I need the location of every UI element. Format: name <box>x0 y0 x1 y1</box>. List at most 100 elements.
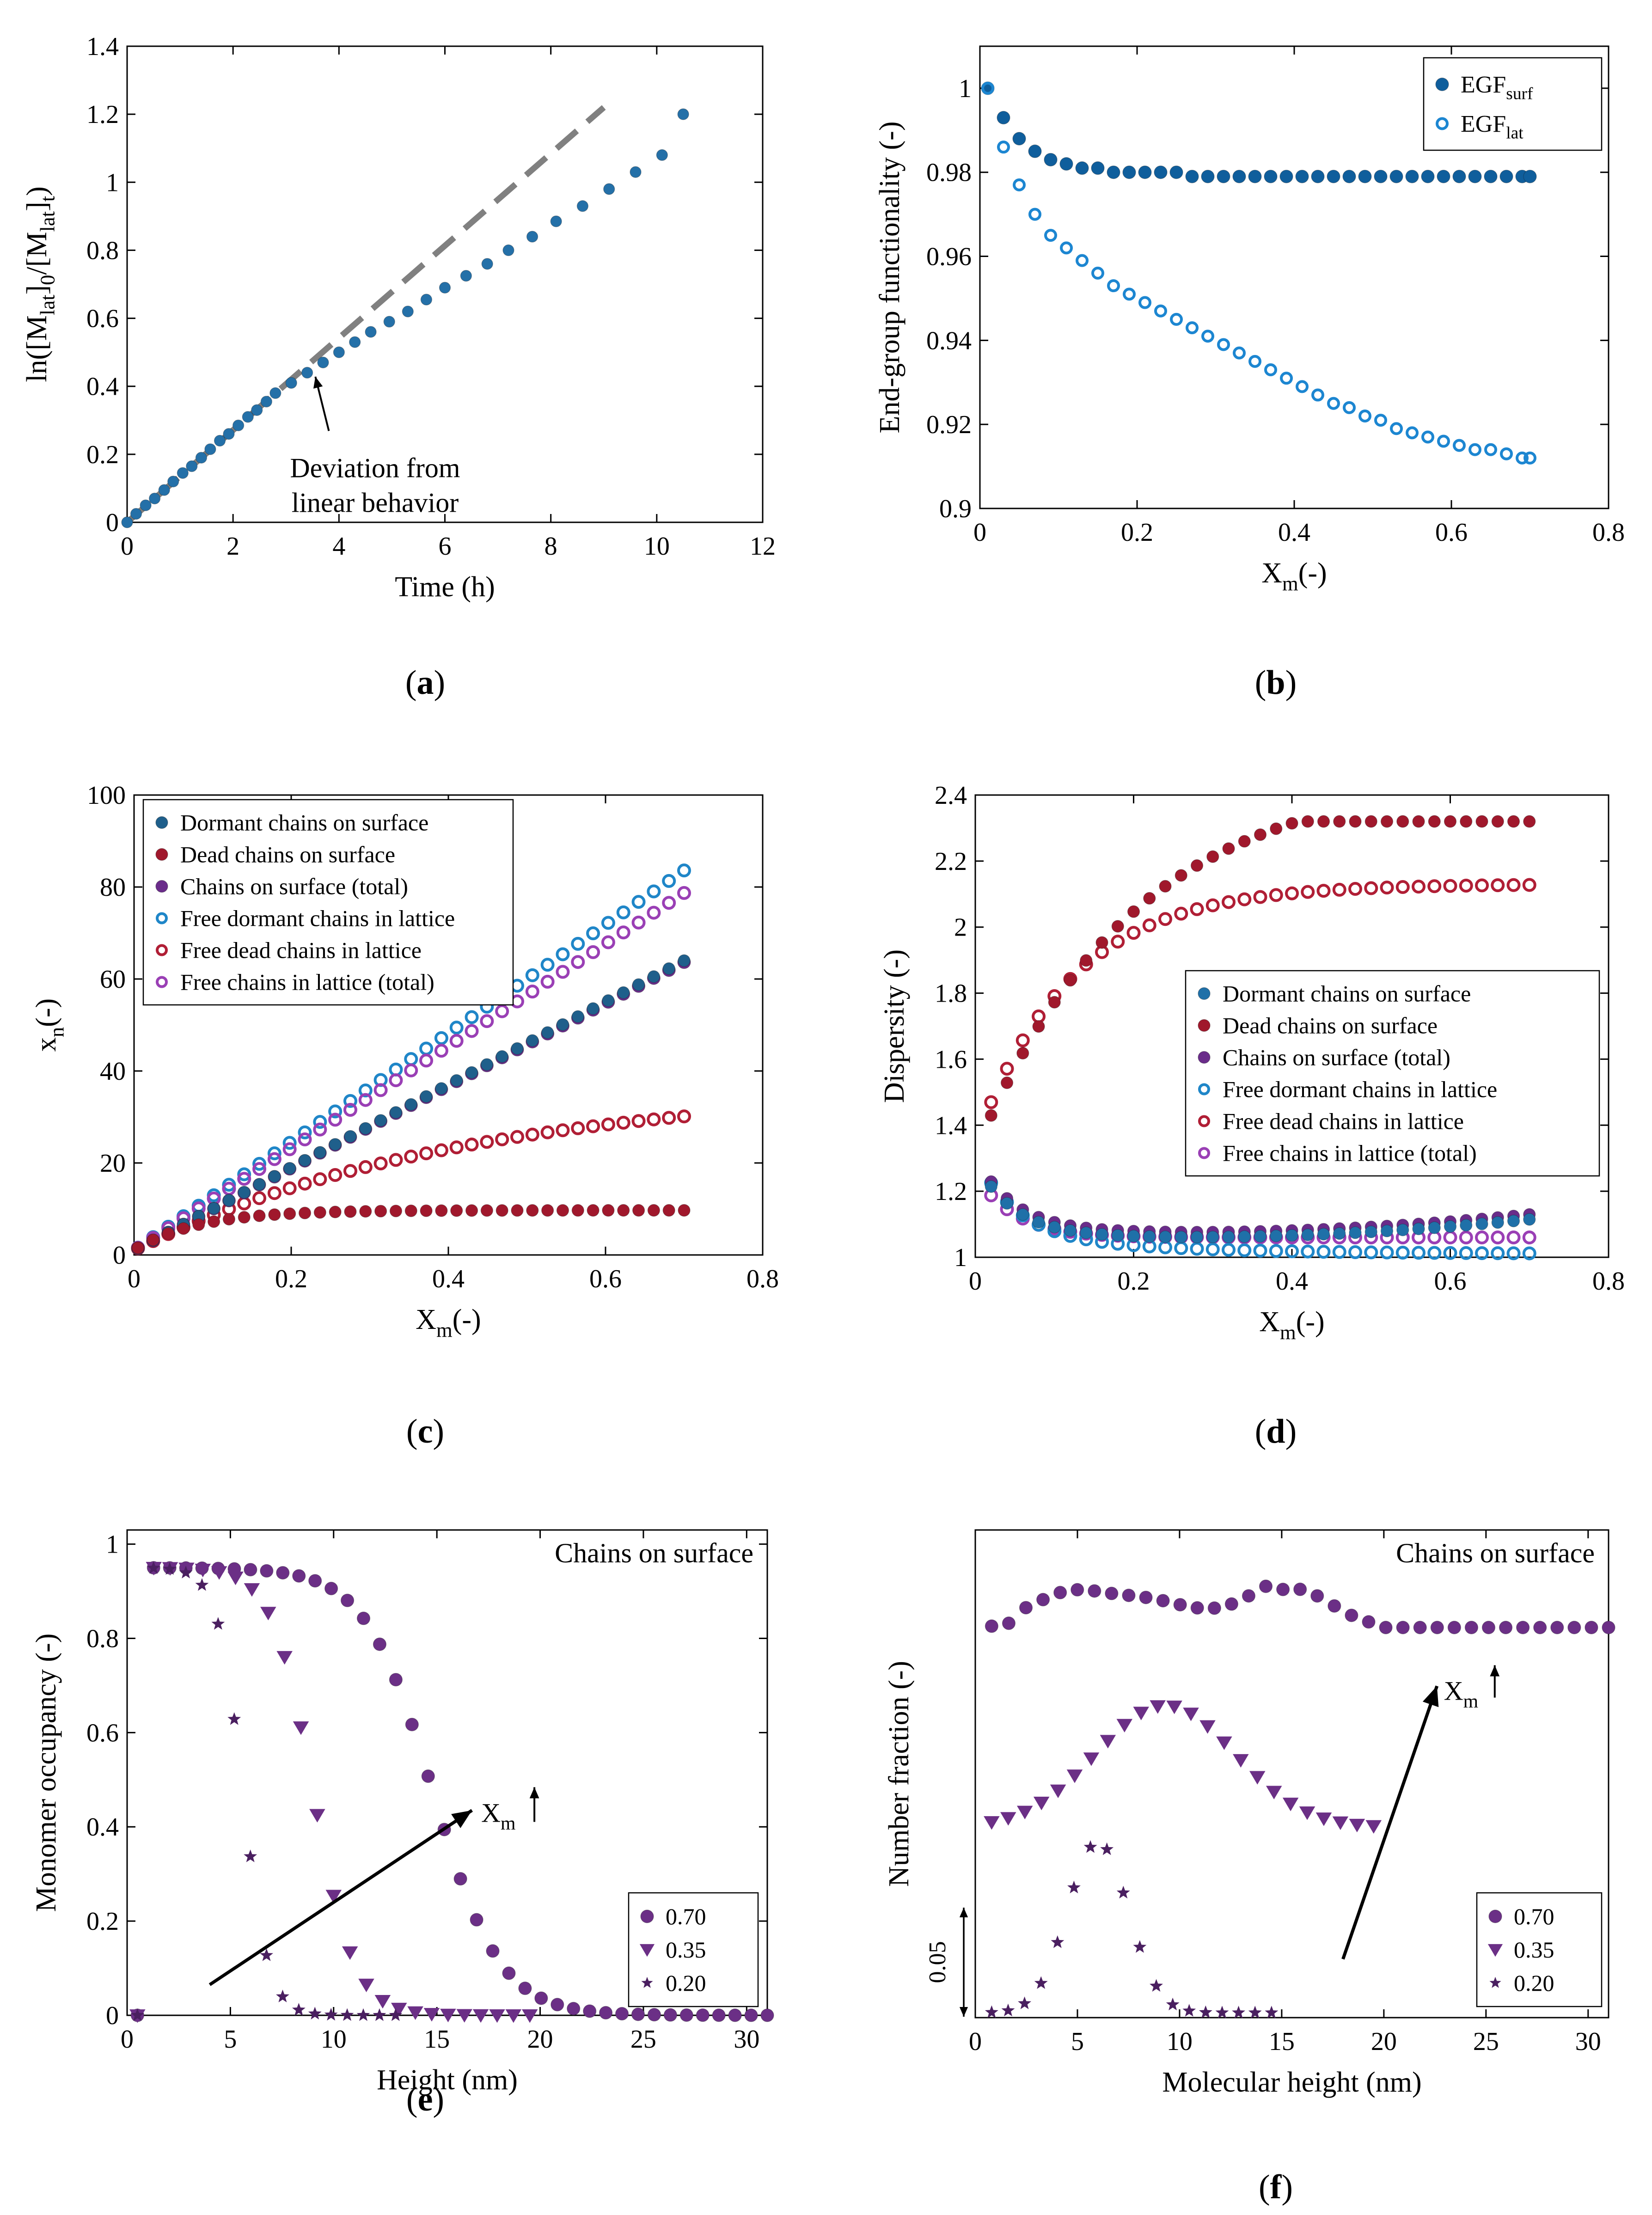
data-point <box>631 895 646 909</box>
data-point <box>1349 1818 1365 1833</box>
data-point <box>1365 1820 1382 1834</box>
data-point <box>121 516 133 528</box>
data-point <box>298 1132 312 1146</box>
data-point <box>1550 1621 1564 1634</box>
data-point <box>981 81 994 95</box>
data-point <box>419 1041 434 1056</box>
chart-a: 0 2 4 6 8 10 12 0 0.2 0.4 0.6 0.8 1 1.2 1.4 Time (h) ln(… <box>21 32 776 603</box>
data-point <box>130 508 142 520</box>
data-point <box>282 1136 297 1150</box>
data-point <box>404 1204 417 1218</box>
data-point <box>1491 1216 1504 1229</box>
x-tick-label: 0 <box>969 2027 982 2056</box>
data-point <box>1111 920 1124 933</box>
data-point <box>1301 815 1314 828</box>
data-point <box>1166 1701 1182 1714</box>
data-point <box>1215 2006 1229 2019</box>
data-point <box>324 1582 338 1596</box>
data-point <box>253 1209 266 1222</box>
data-point <box>140 499 152 511</box>
data-point <box>1044 153 1058 167</box>
legend-marker <box>1435 77 1449 92</box>
data-point <box>1507 1214 1520 1228</box>
data-point <box>571 936 585 951</box>
legend-entry: Free dead chains in lattice <box>180 937 422 963</box>
data-point <box>358 1083 373 1098</box>
data-point <box>1028 208 1041 221</box>
data-point <box>285 377 297 389</box>
data-point <box>343 1164 357 1178</box>
data-point <box>434 1044 448 1058</box>
data-point <box>1316 884 1331 898</box>
data-point <box>227 1712 241 1725</box>
data-point <box>1285 1244 1299 1258</box>
data-point <box>677 1109 691 1124</box>
data-point <box>328 1104 343 1119</box>
data-point <box>616 1115 630 1130</box>
data-point <box>1083 1840 1097 1853</box>
data-point <box>744 2008 758 2022</box>
data-point <box>1019 1601 1033 1615</box>
y-tick-label: 0.2 <box>86 441 119 469</box>
legend-marker <box>1198 987 1211 1000</box>
panel-label-f: (f) <box>1259 2168 1293 2206</box>
data-point <box>1444 1220 1457 1233</box>
xm-arrow <box>208 1809 473 1986</box>
data-point <box>985 1180 997 1193</box>
data-point <box>260 1607 276 1621</box>
data-point <box>1459 1230 1473 1245</box>
data-point <box>525 968 539 982</box>
data-point <box>1285 1229 1298 1242</box>
x-tick-label: 0.2 <box>1121 518 1153 547</box>
x-tick-label: 10 <box>321 2025 347 2054</box>
data-point <box>1443 879 1457 893</box>
x-tick-label: 10 <box>1167 2027 1193 2056</box>
legend-entry: Chains on surface (total) <box>1223 1045 1450 1071</box>
data-point <box>1348 1245 1362 1259</box>
data-point <box>222 1194 236 1207</box>
y-tick-label: 0.4 <box>86 373 119 401</box>
data-point <box>267 1152 281 1166</box>
panel-title: Chains on surface <box>1396 1538 1595 1568</box>
y-axis-label: End-group functionality (-) <box>874 122 906 434</box>
x-tick-label: 0 <box>973 518 986 547</box>
series-0-35 <box>984 1700 1382 1834</box>
data-point <box>1475 815 1488 828</box>
data-point <box>1343 401 1356 414</box>
data-point <box>308 1574 322 1588</box>
data-point <box>1358 170 1372 184</box>
data-point <box>1126 926 1141 940</box>
data-point <box>1585 1621 1598 1634</box>
data-point <box>656 149 668 161</box>
data-point <box>356 1611 371 1625</box>
data-point <box>359 1122 372 1135</box>
data-point <box>130 2008 144 2021</box>
data-point <box>1523 815 1536 828</box>
data-point <box>1150 1979 1163 1992</box>
data-point <box>1349 815 1362 828</box>
legend-marker <box>1198 1051 1211 1064</box>
data-point <box>1111 1229 1124 1242</box>
data-point <box>1522 878 1536 892</box>
series-0-35 <box>129 1562 538 2023</box>
data-point <box>195 1578 209 1591</box>
data-point <box>1170 312 1183 326</box>
data-point <box>374 1205 387 1218</box>
data-point <box>1364 1225 1377 1238</box>
x-tick-label: 0.6 <box>1435 518 1468 547</box>
series-dead-chains-on-surface <box>131 1204 691 1254</box>
data-point <box>712 2008 726 2022</box>
data-point <box>647 906 661 920</box>
x-tick-label: 0.6 <box>1434 1267 1467 1296</box>
data-point <box>328 1168 343 1182</box>
data-point <box>1265 2006 1279 2019</box>
data-point <box>421 1769 435 1783</box>
data-point <box>632 1204 645 1217</box>
y-tick-label: 60 <box>100 965 126 994</box>
data-point <box>1266 1786 1282 1799</box>
panel-label-b: (b) <box>1254 664 1297 702</box>
data-point <box>1421 430 1434 444</box>
data-point <box>1389 170 1403 184</box>
panel-label-c: (c) <box>406 1413 445 1450</box>
